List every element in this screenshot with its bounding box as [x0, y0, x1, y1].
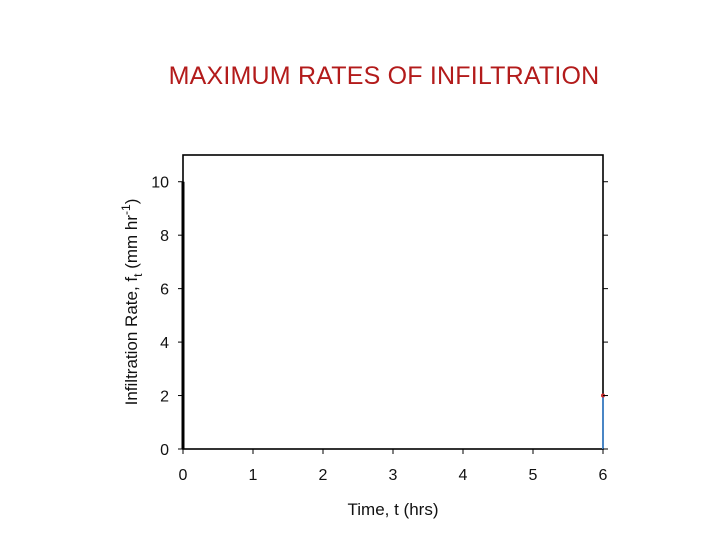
y-tick-label: 0 — [160, 442, 169, 459]
x-tick-label: 4 — [459, 467, 468, 484]
x-tick-label: 0 — [179, 467, 188, 484]
y-axis-title-units-close: ) — [122, 199, 141, 205]
y-tick-label: 4 — [160, 335, 169, 352]
y-tick-label: 8 — [160, 228, 169, 245]
x-axis: 0 1 2 3 4 5 6 — [179, 449, 608, 484]
y-tick-label: 10 — [151, 175, 169, 192]
x-tick-label: 5 — [529, 467, 538, 484]
x-axis-title: Time, t (hrs) — [348, 500, 439, 519]
y-axis-title-main: Infiltration Rate, f — [122, 277, 141, 406]
y-axis-title-subscript: t — [131, 273, 145, 277]
x-tick-label: 3 — [389, 467, 398, 484]
y-axis-title: Infiltration Rate, ft (mm hr-1) — [119, 199, 145, 406]
series-layer — [181, 181, 605, 449]
y-axis: 0 2 4 6 8 10 — [151, 175, 608, 459]
y-tick-label: 2 — [160, 389, 169, 406]
slide-title: MAXIMUM RATES OF INFILTRATION — [168, 62, 600, 90]
y-axis-title-superscript: -1 — [119, 204, 133, 215]
y-axis-title-units: (mm hr — [122, 215, 141, 274]
x-tick-label: 2 — [319, 467, 328, 484]
plot-frame — [182, 154, 604, 450]
x-tick-label: 1 — [249, 467, 258, 484]
y-tick-label: 6 — [160, 282, 169, 299]
x-tick-label: 6 — [599, 467, 608, 484]
